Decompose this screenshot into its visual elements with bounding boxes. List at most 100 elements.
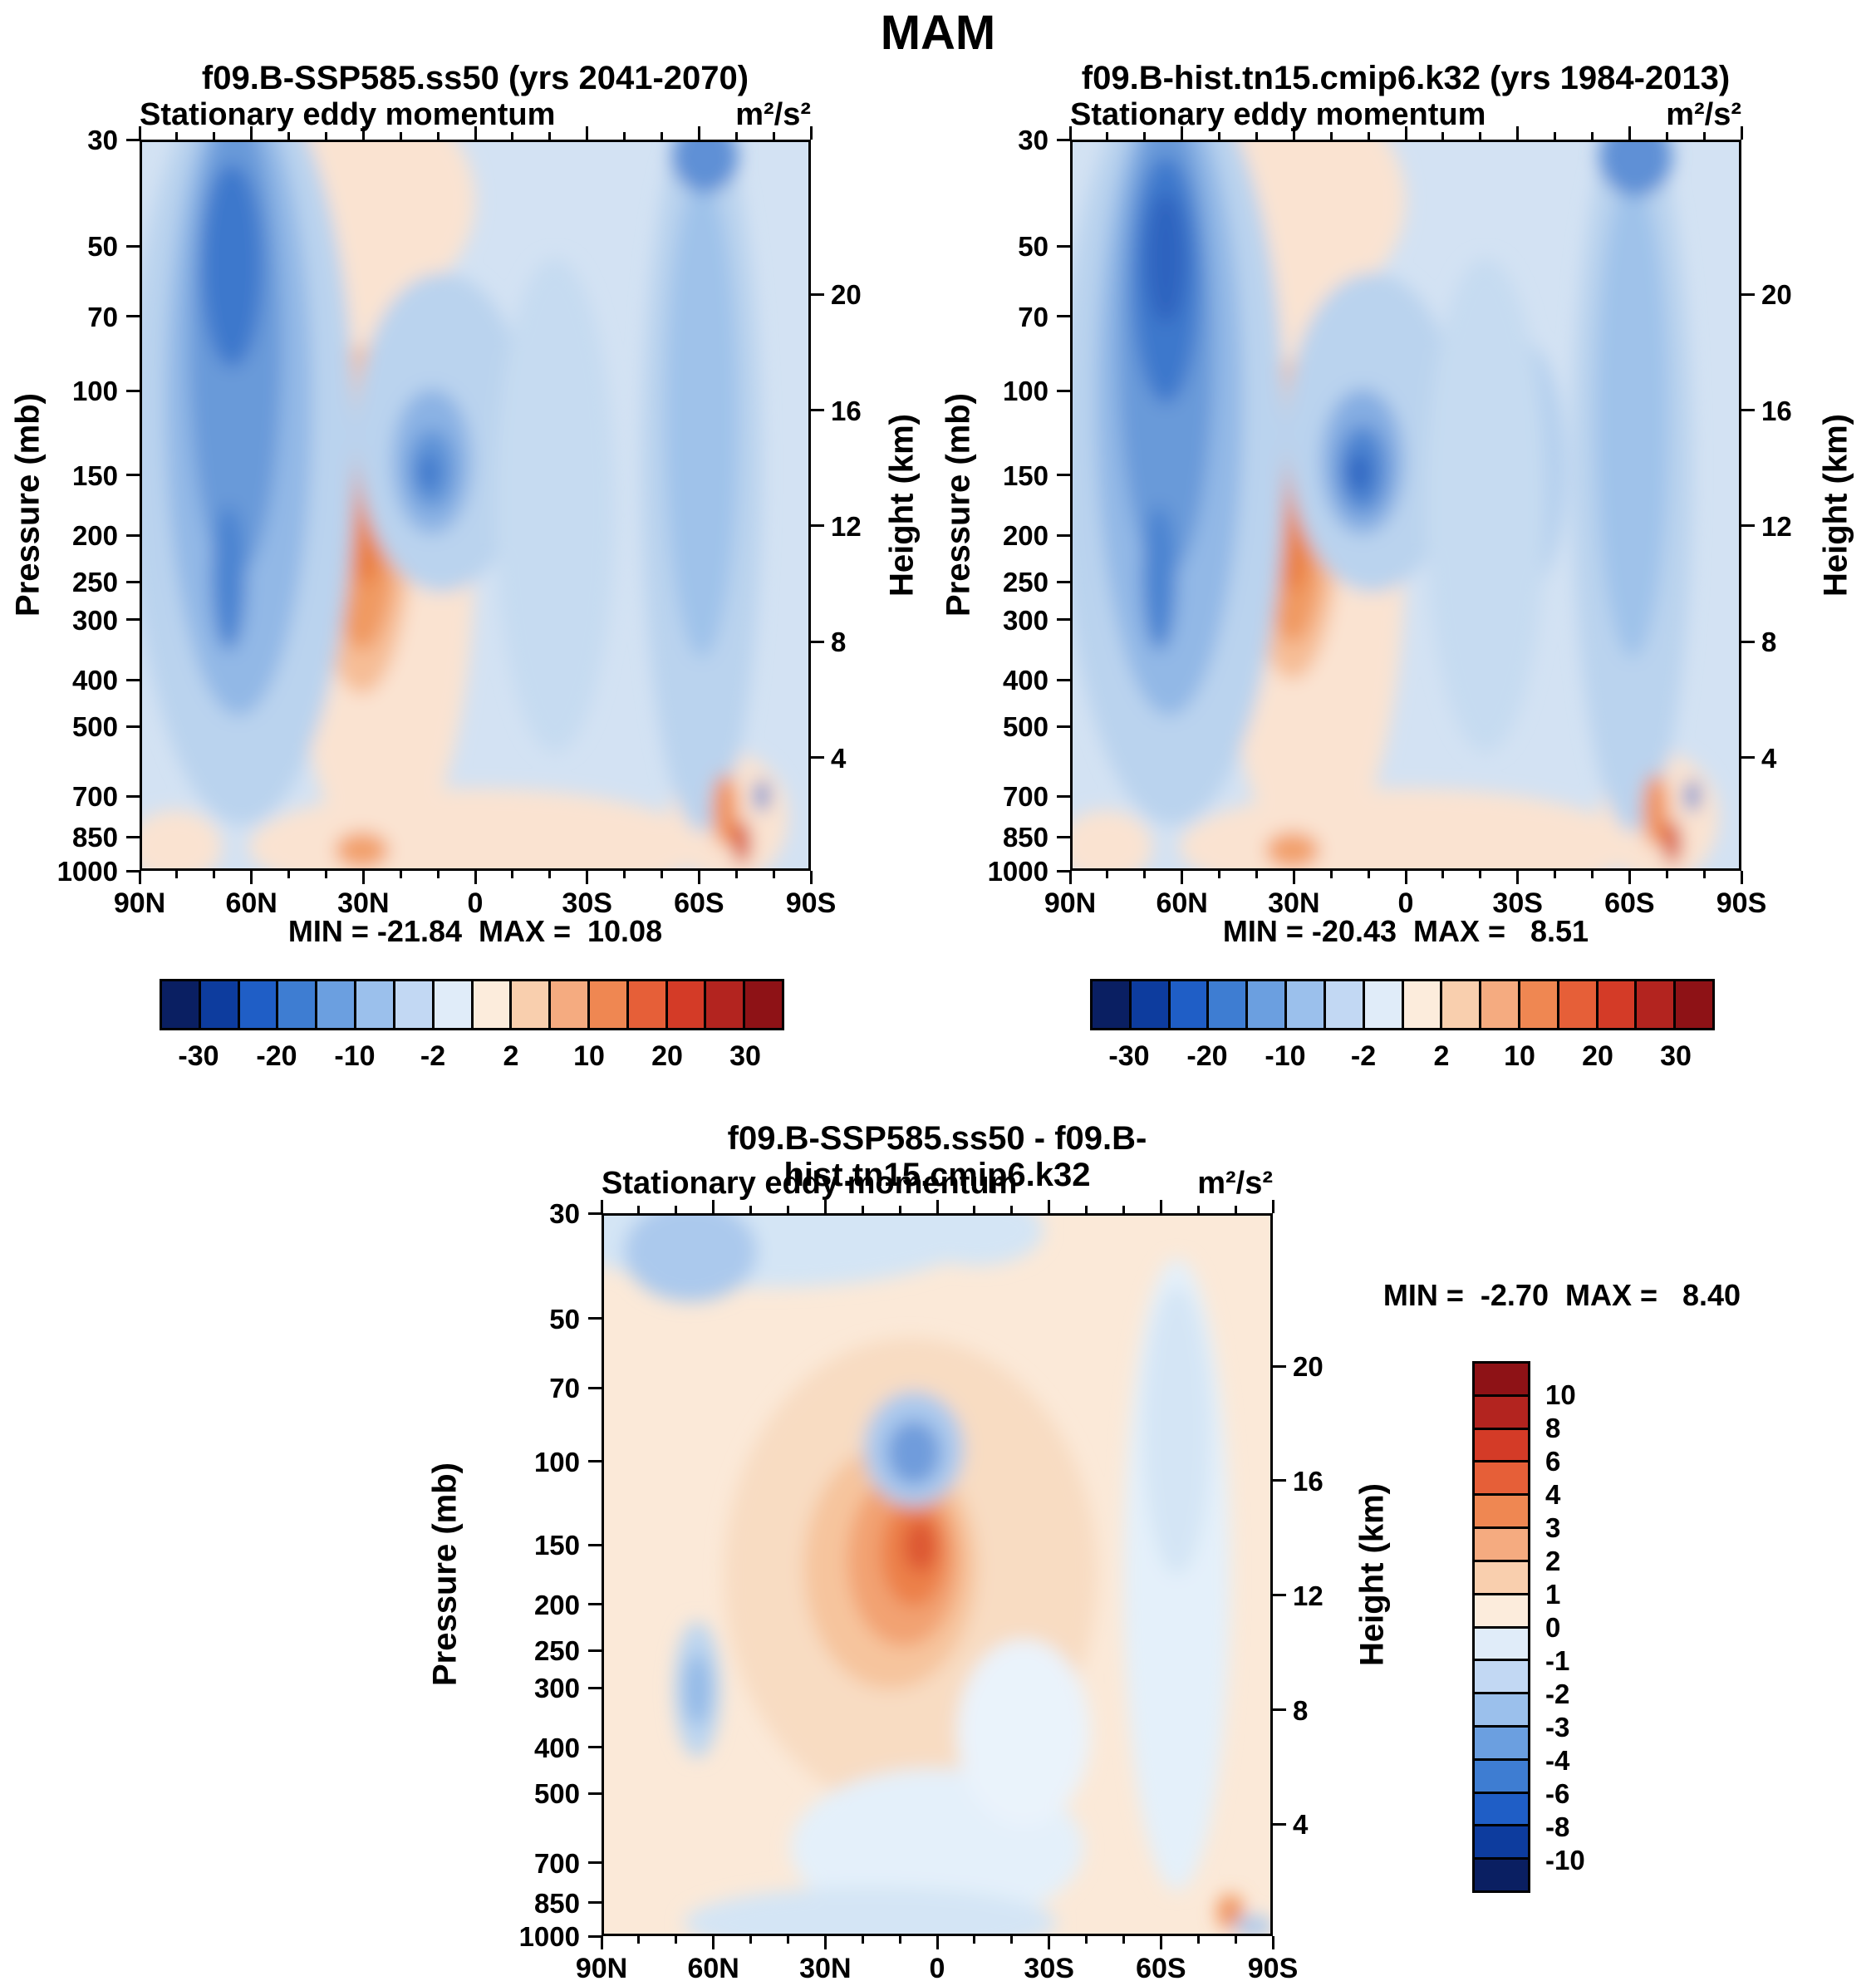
- x-tick-bottom: [1479, 871, 1482, 878]
- pressure-tick: [126, 580, 140, 583]
- pressure-tick-label: 150: [533, 1530, 580, 1561]
- pressure-tick-label: 200: [533, 1589, 580, 1620]
- pressure-tick-label: 100: [533, 1446, 580, 1477]
- positive-spot-80S-surface: [1663, 821, 1682, 865]
- contour-plot-hist: [1070, 140, 1741, 871]
- colorbar-tick-label: -1: [1545, 1645, 1570, 1676]
- x-tick-bottom: [548, 871, 552, 878]
- x-tick-top: [324, 132, 327, 140]
- height-tick: [1741, 409, 1755, 412]
- pressure-tick-label: 1000: [987, 856, 1048, 887]
- colorbar-tick-label: 3: [1545, 1512, 1561, 1543]
- panel-subtitle-difference: Stationary eddy momentum: [602, 1166, 1018, 1201]
- colorbar-tick-label: -30: [1108, 1040, 1150, 1072]
- x-tick-bottom: [1106, 871, 1109, 878]
- colorbar-tick-label: 10: [1504, 1040, 1535, 1072]
- height-tick: [1273, 1594, 1286, 1597]
- x-tick-top: [749, 1206, 753, 1213]
- x-tick-top: [823, 1200, 827, 1213]
- panel-title-hist: f09.B-hist.tn15.cmip6.k32 (yrs 1984-2013…: [1081, 60, 1731, 96]
- x-tick-bottom: [1010, 1936, 1014, 1944]
- x-tick-bottom: [1665, 871, 1668, 878]
- pressure-tick-label: 700: [71, 781, 118, 813]
- negative-core-60N-inner: [1146, 193, 1186, 324]
- negative-spot-60N-300mb-core: [684, 1654, 711, 1726]
- negative-column-60S-inner: [1143, 1287, 1211, 1575]
- pressure-tick-label: 150: [71, 460, 118, 491]
- pressure-tick-label: 30: [1018, 125, 1048, 155]
- x-tick-top: [898, 1206, 901, 1213]
- colorbar-tick-label: -10: [1545, 1845, 1585, 1875]
- height-tick-label: 12: [1293, 1580, 1324, 1611]
- warm-patch-npole-surface: [1073, 810, 1153, 868]
- height-tick-label: 4: [831, 742, 847, 774]
- pressure-tick: [1057, 580, 1070, 583]
- colorbar-cell: [1245, 981, 1285, 1028]
- pressure-tick: [588, 1686, 602, 1689]
- x-tick-top: [1404, 126, 1407, 140]
- x-tick-top: [1143, 132, 1147, 140]
- x-tick-bottom: [1702, 871, 1706, 878]
- pressure-tick: [126, 835, 140, 838]
- x-tick-top: [586, 126, 589, 140]
- x-tick-top: [772, 132, 775, 140]
- pressure-tick: [126, 474, 140, 477]
- x-tick-top: [1367, 132, 1370, 140]
- pressure-tick-label: 400: [71, 665, 118, 696]
- panel-units-ssp585: m²/s²: [735, 97, 811, 132]
- negative-column-20S: [495, 258, 616, 753]
- x-tick-bottom: [1181, 871, 1184, 884]
- x-tick-top: [809, 126, 813, 140]
- pressure-tick-label: 70: [87, 301, 118, 332]
- negative-cell-5N-core: [886, 1420, 941, 1485]
- negative-patch-20S-lower: [957, 1639, 1091, 1826]
- pressure-tick: [126, 618, 140, 622]
- colorbar-cell: [1475, 1659, 1528, 1693]
- x-tick-top: [734, 132, 738, 140]
- x-tick-bottom: [361, 871, 365, 884]
- height-tick-label: 20: [831, 279, 862, 311]
- x-tick-top: [1702, 132, 1706, 140]
- negative-sliver-85S-surface: [1233, 1915, 1270, 1934]
- height-tick-label: 20: [1293, 1351, 1324, 1383]
- colorbar-cell: [1440, 981, 1480, 1028]
- colorbar-cell: [198, 981, 238, 1028]
- colorbar-cell: [1556, 981, 1596, 1028]
- colorbar-cell: [276, 981, 316, 1028]
- pressure-tick: [588, 1460, 602, 1463]
- x-tick-top: [1255, 132, 1258, 140]
- colorbar-hist: [1090, 979, 1715, 1030]
- x-tick-top: [1159, 1200, 1162, 1213]
- x-tick-bottom: [1554, 871, 1557, 878]
- x-tick-top: [1665, 132, 1668, 140]
- pressure-tick-label: 850: [1002, 822, 1048, 853]
- pressure-tick-label: 150: [1002, 460, 1048, 491]
- colorbar-cell: [1517, 981, 1557, 1028]
- x-tick-top: [712, 1200, 715, 1213]
- colorbar-cell: [587, 981, 626, 1028]
- panel-units-hist: m²/s²: [1666, 97, 1741, 132]
- pressure-tick: [1057, 533, 1070, 537]
- colorbar-tick-label: -3: [1545, 1712, 1570, 1743]
- x-tick-bottom: [734, 871, 738, 878]
- x-tick-label: 60N: [687, 1953, 739, 1981]
- colorbar-tick-label: 0: [1545, 1612, 1561, 1643]
- pressure-tick: [1057, 678, 1070, 681]
- colorbar-tick-label: -10: [1265, 1040, 1306, 1072]
- x-tick-top: [361, 126, 365, 140]
- pressure-tick: [588, 1543, 602, 1546]
- panel-subtitle-row-difference: Stationary eddy momentum m²/s²: [602, 1166, 1273, 1202]
- x-tick-bottom: [1271, 1936, 1274, 1949]
- pressure-tick-label: 850: [71, 822, 118, 853]
- x-tick-top: [250, 126, 253, 140]
- negative-cell-60S-top: [1599, 142, 1672, 197]
- height-tick-label: 16: [831, 395, 862, 426]
- pressure-tick: [1057, 794, 1070, 798]
- colorbar-cell: [1475, 1625, 1528, 1659]
- colorbar-cell: [431, 981, 471, 1028]
- pressure-tick: [588, 1649, 602, 1652]
- negative-patch-top-equator: [910, 1216, 1044, 1266]
- height-tick-label: 16: [1293, 1465, 1324, 1497]
- pressure-tick: [126, 138, 140, 141]
- height-tick-label: 8: [1761, 627, 1777, 658]
